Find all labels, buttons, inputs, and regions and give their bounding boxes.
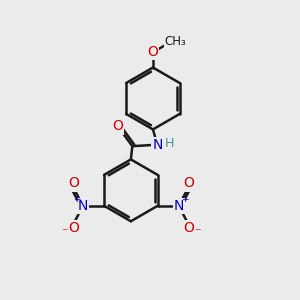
Text: O: O — [68, 221, 79, 235]
Text: +: + — [182, 195, 189, 204]
Text: ⁻: ⁻ — [194, 227, 200, 240]
Text: N: N — [78, 199, 88, 213]
Text: O: O — [183, 176, 194, 190]
Text: O: O — [68, 176, 79, 190]
Text: O: O — [112, 119, 123, 134]
Text: CH₃: CH₃ — [165, 35, 187, 48]
Text: H: H — [165, 137, 174, 150]
Text: O: O — [148, 45, 158, 59]
Text: N: N — [174, 199, 184, 213]
Text: ⁻: ⁻ — [61, 227, 68, 240]
Text: O: O — [183, 221, 194, 235]
Text: +: + — [73, 195, 80, 204]
Text: N: N — [152, 138, 163, 152]
